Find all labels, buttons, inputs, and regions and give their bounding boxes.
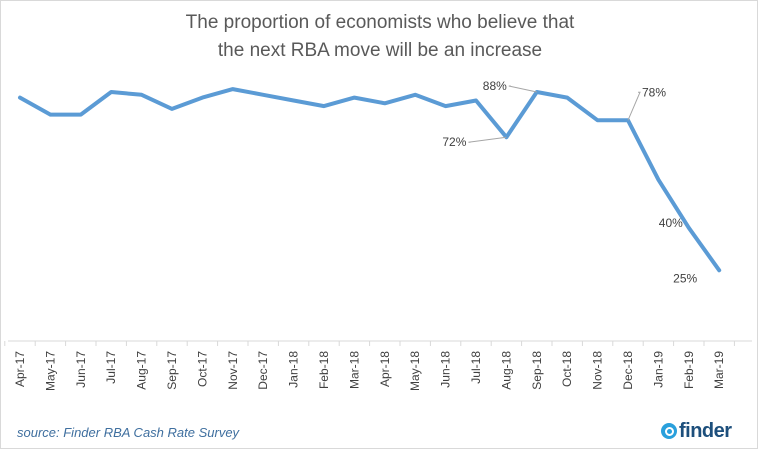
chart-title-line1: The proportion of economists who believe… [186,12,575,33]
x-tick-label: Sep-17 [165,351,179,390]
x-tick-label: Feb-18 [317,351,331,389]
line-chart: The proportion of economists who believe… [4,12,752,391]
x-tick-label: Oct-17 [195,351,209,387]
x-tick-label: Oct-18 [560,351,574,387]
x-tick-label: Aug-18 [499,351,513,390]
data-label: 72% [442,135,466,149]
x-tick-label: Aug-17 [135,351,149,390]
logo-text: finder [679,419,732,442]
x-tick-label: Dec-17 [256,351,270,390]
x-tick-label: Jul-17 [104,351,118,384]
x-tick-label: May-18 [408,351,422,391]
x-tick-label: Jan-19 [651,351,665,388]
data-label: 25% [673,271,697,285]
data-label: 78% [642,85,666,99]
data-labels: 72% 88% 78% 40% 25% [442,79,697,285]
x-tick-label: Mar-19 [712,351,726,389]
magnifier-icon [661,423,677,439]
x-tick-label: Apr-17 [13,351,27,387]
x-tick-label: Mar-18 [347,351,361,389]
series-line [18,87,722,273]
x-axis-ticks [4,341,735,346]
x-tick-label: Dec-18 [621,351,635,390]
x-tick-label: Jul-18 [469,351,483,384]
x-tick-label: Jun-18 [439,351,453,388]
x-tick-label: Nov-17 [226,351,240,390]
data-label-leader [468,136,507,143]
x-tick-label: Apr-18 [378,351,392,387]
x-axis-labels: Apr-17 May-17 Jun-17 Jul-17 Aug-17 Sep-17 Oct-… [13,351,726,391]
data-label-leader [627,91,641,121]
series-group [18,87,722,273]
x-tick-label: Sep-18 [530,351,544,390]
data-label: 40% [659,216,683,230]
data-label-leader [508,85,537,93]
data-label: 88% [483,79,507,93]
x-tick-label: Feb-19 [682,351,696,389]
x-tick-label: May-17 [43,351,57,391]
finder-logo: finder [661,420,732,442]
source-note: source: Finder RBA Cash Rate Survey [17,425,240,440]
chart-title-line2: the next RBA move will be an increase [218,40,542,61]
x-tick-label: Nov-18 [591,351,605,390]
x-tick-label: Jan-18 [287,351,301,388]
x-tick-label: Jun-17 [74,351,88,388]
